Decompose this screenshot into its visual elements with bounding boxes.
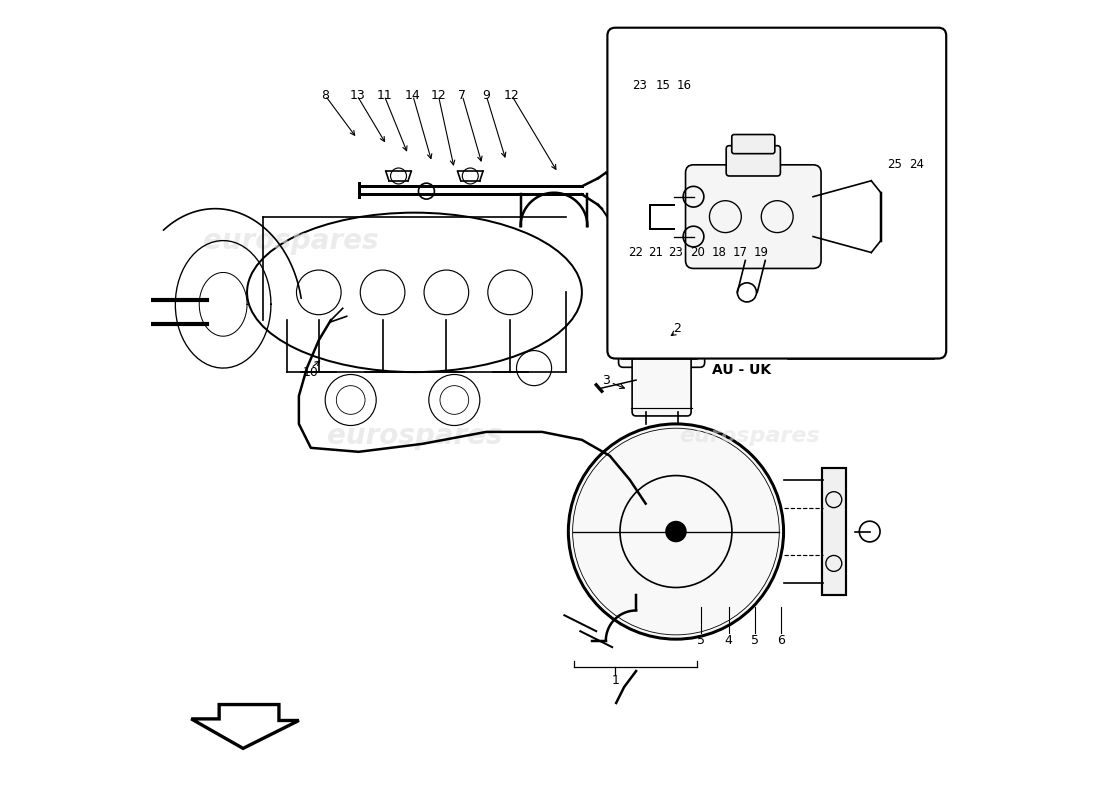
Text: eurospares: eurospares [204,226,378,254]
Text: 23: 23 [669,246,683,259]
FancyBboxPatch shape [726,146,780,176]
Text: 8: 8 [321,89,329,102]
FancyBboxPatch shape [732,134,774,154]
Polygon shape [191,705,299,748]
Text: 11: 11 [376,89,392,102]
Text: 22: 22 [628,246,643,259]
Text: 13: 13 [349,89,365,102]
Text: 19: 19 [754,246,769,259]
Text: 2: 2 [673,322,682,334]
Text: 3: 3 [602,374,609,386]
FancyBboxPatch shape [685,165,821,269]
Text: 9: 9 [482,89,491,102]
FancyBboxPatch shape [636,302,688,326]
FancyBboxPatch shape [618,314,705,367]
Text: AU - UK: AU - UK [712,362,771,377]
Text: 7: 7 [459,89,466,102]
Bar [822,468,846,595]
Text: 12: 12 [504,89,519,102]
Text: 20: 20 [690,246,705,259]
Text: 15: 15 [656,78,671,91]
Circle shape [569,424,783,639]
Text: eurospares: eurospares [679,426,820,446]
Text: 18: 18 [712,246,726,259]
Text: 10: 10 [302,366,319,378]
Text: 4: 4 [725,634,733,647]
Circle shape [666,521,686,542]
FancyBboxPatch shape [607,28,946,358]
Text: 12: 12 [430,89,447,102]
Text: 1: 1 [612,674,619,687]
Text: 5: 5 [751,634,759,647]
FancyBboxPatch shape [632,356,691,416]
Text: 25: 25 [887,158,902,171]
Text: 6: 6 [778,634,785,647]
Text: 17: 17 [733,246,747,259]
Text: 24: 24 [910,158,924,171]
Text: 5: 5 [697,634,705,647]
Text: 16: 16 [676,78,692,91]
Text: eurospares: eurospares [327,422,503,450]
FancyBboxPatch shape [641,291,682,309]
Text: 23: 23 [631,78,647,91]
Text: 14: 14 [405,89,421,102]
Text: 21: 21 [648,246,662,259]
